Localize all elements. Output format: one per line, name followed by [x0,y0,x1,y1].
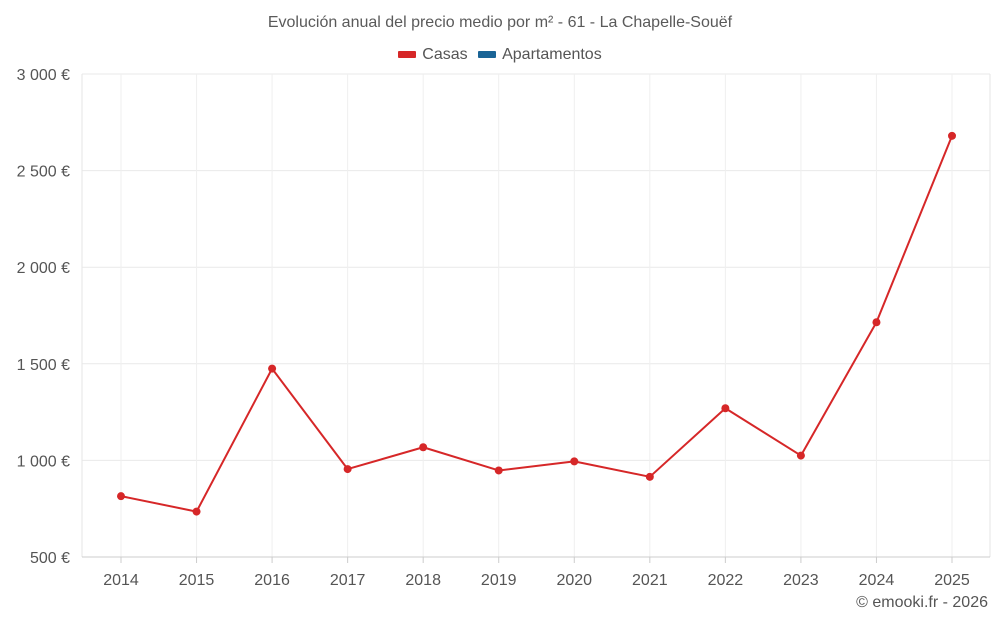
data-point-casas[interactable] [948,131,956,140]
legend-item-apartamentos[interactable]: Apartamentos [478,46,602,64]
data-point-casas[interactable] [343,465,352,474]
x-tick-label: 2025 [934,572,970,589]
data-point-casas[interactable] [268,364,277,373]
series-line-casas [120,135,953,513]
y-tick-label: 1 000 € [17,453,70,470]
axes: 500 € 1 000 € 1 500 € 2 000 € 2 500 € 3 000 €… [17,67,991,589]
x-tick-label: 2015 [179,572,215,589]
legend-label-casas: Casas [422,45,468,63]
data-point-casas[interactable] [796,451,805,460]
x-tick-label: 2017 [330,572,366,589]
grid [82,73,990,558]
y-tick-label: 2 500 € [17,164,70,181]
x-tick-label: 2023 [783,572,819,589]
data-point-casas[interactable] [570,457,579,466]
y-tick-label: 2 000 € [17,260,70,277]
data-point-casas[interactable] [117,492,125,501]
data-point-casas[interactable] [192,507,201,516]
legend-item-casas[interactable]: Casas [398,45,468,64]
x-tick-label: 2024 [859,572,895,589]
data-point-casas[interactable] [645,472,654,481]
legend-swatch-casas [398,51,417,58]
data-point-casas[interactable] [419,443,428,452]
x-tick-label: 2021 [632,572,668,589]
data-point-casas[interactable] [721,404,730,413]
series-group [117,131,956,516]
chart-title: Evolución anual del precio medio por m² … [267,14,733,31]
x-tick-label: 2020 [556,572,592,589]
x-tick-label: 2022 [708,572,744,589]
y-tick-label: 1 500 € [17,357,70,374]
data-point-casas[interactable] [872,318,881,327]
data-point-casas[interactable] [494,466,503,475]
legend-swatch-apartamentos [478,51,497,58]
legend: Casas Apartamentos [0,45,1000,64]
y-tick-label: 3 000 € [17,67,70,84]
x-tick-label: 2018 [405,572,441,589]
x-tick-label: 2014 [103,572,139,589]
legend-label-apartamentos: Apartamentos [502,45,602,63]
y-tick-label: 500 € [30,550,70,567]
x-tick-label: 2016 [254,572,290,589]
x-tick-label: 2019 [481,572,517,589]
credit-text: © emooki.fr - 2026 [856,594,988,611]
